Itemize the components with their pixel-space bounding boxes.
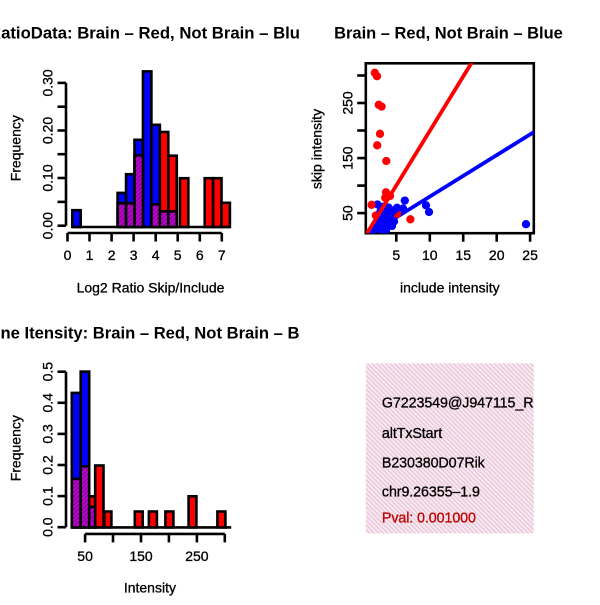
svg-text:150: 150 xyxy=(129,548,153,564)
svg-text:6: 6 xyxy=(196,247,204,263)
svg-text:0.5: 0.5 xyxy=(40,362,56,382)
svg-text:50: 50 xyxy=(339,205,355,221)
svg-text:Frequency: Frequency xyxy=(8,415,24,481)
svg-text:250: 250 xyxy=(339,91,355,115)
svg-text:5: 5 xyxy=(174,247,182,263)
svg-text:include intensity: include intensity xyxy=(400,280,500,296)
svg-text:3: 3 xyxy=(130,247,138,263)
svg-text:altTxStart: altTxStart xyxy=(382,426,442,442)
svg-text:0.2: 0.2 xyxy=(40,455,56,475)
svg-text:2: 2 xyxy=(108,247,116,263)
svg-text:20: 20 xyxy=(489,247,505,263)
svg-text:150: 150 xyxy=(339,146,355,170)
svg-text:0.1: 0.1 xyxy=(40,486,56,506)
svg-text:0.3: 0.3 xyxy=(40,424,56,444)
svg-text:0.20: 0.20 xyxy=(40,117,56,144)
svg-text:250: 250 xyxy=(185,548,209,564)
svg-text:chr9.26355–1.9: chr9.26355–1.9 xyxy=(382,485,480,501)
svg-text:Pval: 0.001000: Pval: 0.001000 xyxy=(382,510,476,526)
svg-text:5: 5 xyxy=(392,247,400,263)
svg-text:0.4: 0.4 xyxy=(40,393,56,413)
svg-text:50: 50 xyxy=(77,548,93,564)
svg-text:0.0: 0.0 xyxy=(40,517,56,537)
svg-text:25: 25 xyxy=(522,247,538,263)
svg-text:Brain – Red, Not Brain – Blue: Brain – Red, Not Brain – Blue xyxy=(334,25,563,43)
svg-text:15: 15 xyxy=(455,247,471,263)
svg-text:skip intensity: skip intensity xyxy=(309,109,325,189)
svg-text:0.00: 0.00 xyxy=(40,212,56,239)
svg-text:Intensity: Intensity xyxy=(124,580,176,596)
svg-text:0.30: 0.30 xyxy=(40,69,56,96)
svg-text:Gene Itensity: Brain – Red, No: Gene Itensity: Brain – Red, Not Brain – … xyxy=(0,325,324,343)
svg-text:4: 4 xyxy=(152,247,160,263)
svg-text:G7223549@J947115_RC1: G7223549@J947115_RC1 xyxy=(382,395,552,411)
svg-text:7: 7 xyxy=(218,247,226,263)
svg-text:1: 1 xyxy=(86,247,94,263)
svg-text:Frequency: Frequency xyxy=(8,115,24,181)
svg-text:Log2 Ratio Skip/Include: Log2 Ratio Skip/Include xyxy=(77,280,225,296)
svg-text:B230380D07Rik: B230380D07Rik xyxy=(382,455,486,471)
svg-text:0: 0 xyxy=(64,247,72,263)
svg-text:0.10: 0.10 xyxy=(40,164,56,191)
svg-text:10: 10 xyxy=(422,247,438,263)
svg-text:RatioData: Brain – Red, Not Br: RatioData: Brain – Red, Not Brain – Blue xyxy=(0,25,309,43)
